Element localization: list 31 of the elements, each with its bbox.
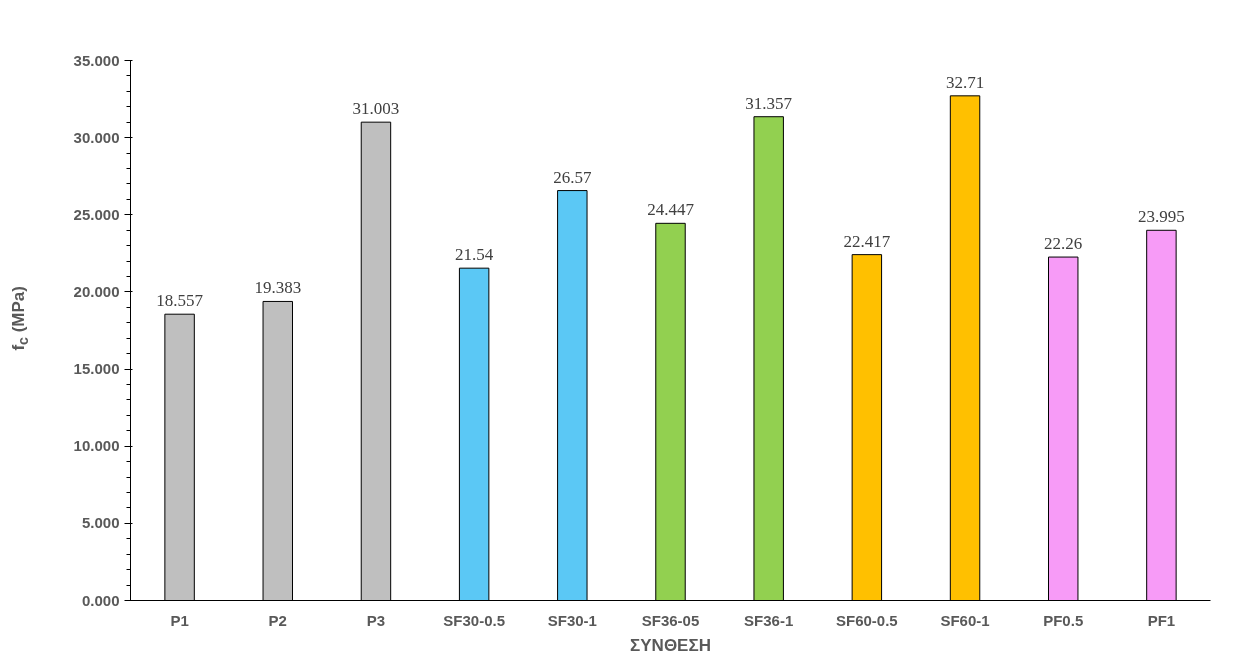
x-tick-label: SF60-1 [940,611,990,629]
y-tick-label: 35.000 [73,51,120,69]
data-label: 22.26 [1044,234,1083,254]
data-label: 32.71 [945,72,985,92]
x-tick-label: SF36-05 [641,611,700,629]
x-tick-label: SF60-0.5 [836,611,898,629]
x-tick-label: P2 [268,611,287,629]
data-label: 23.995 [1138,207,1185,227]
x-tick-label: PF0.5 [1043,611,1084,629]
y-tick-label: 20.000 [73,282,120,300]
x-tick-label: SF36-1 [744,611,794,629]
y-tick-label: 0.000 [81,591,120,609]
data-label: 31.003 [352,99,400,119]
y-tick-label: 10.000 [73,437,120,455]
x-tick-label: P3 [366,611,386,629]
x-tick-label: PF1 [1147,611,1176,629]
data-label: 21.54 [455,245,494,265]
x-tick-label: SF30-0.5 [443,611,505,629]
x-tick-label: P1 [170,611,189,629]
x-tick-label: SF30-1 [547,611,597,629]
data-label: 31.357 [745,93,793,113]
y-tick-label: 30.000 [73,128,120,146]
y-tick-label: 5.000 [81,514,120,532]
data-label: 24.447 [647,200,695,220]
data-label: 26.57 [553,167,592,187]
data-label: 18.557 [156,291,204,311]
y-tick-label: 15.000 [73,360,120,378]
y-tick-label: 25.000 [73,205,120,223]
data-label: 22.417 [843,231,891,251]
x-axis-title: ΣΥΝΘΕΣΗ [630,635,711,655]
data-label: 19.383 [254,278,302,298]
